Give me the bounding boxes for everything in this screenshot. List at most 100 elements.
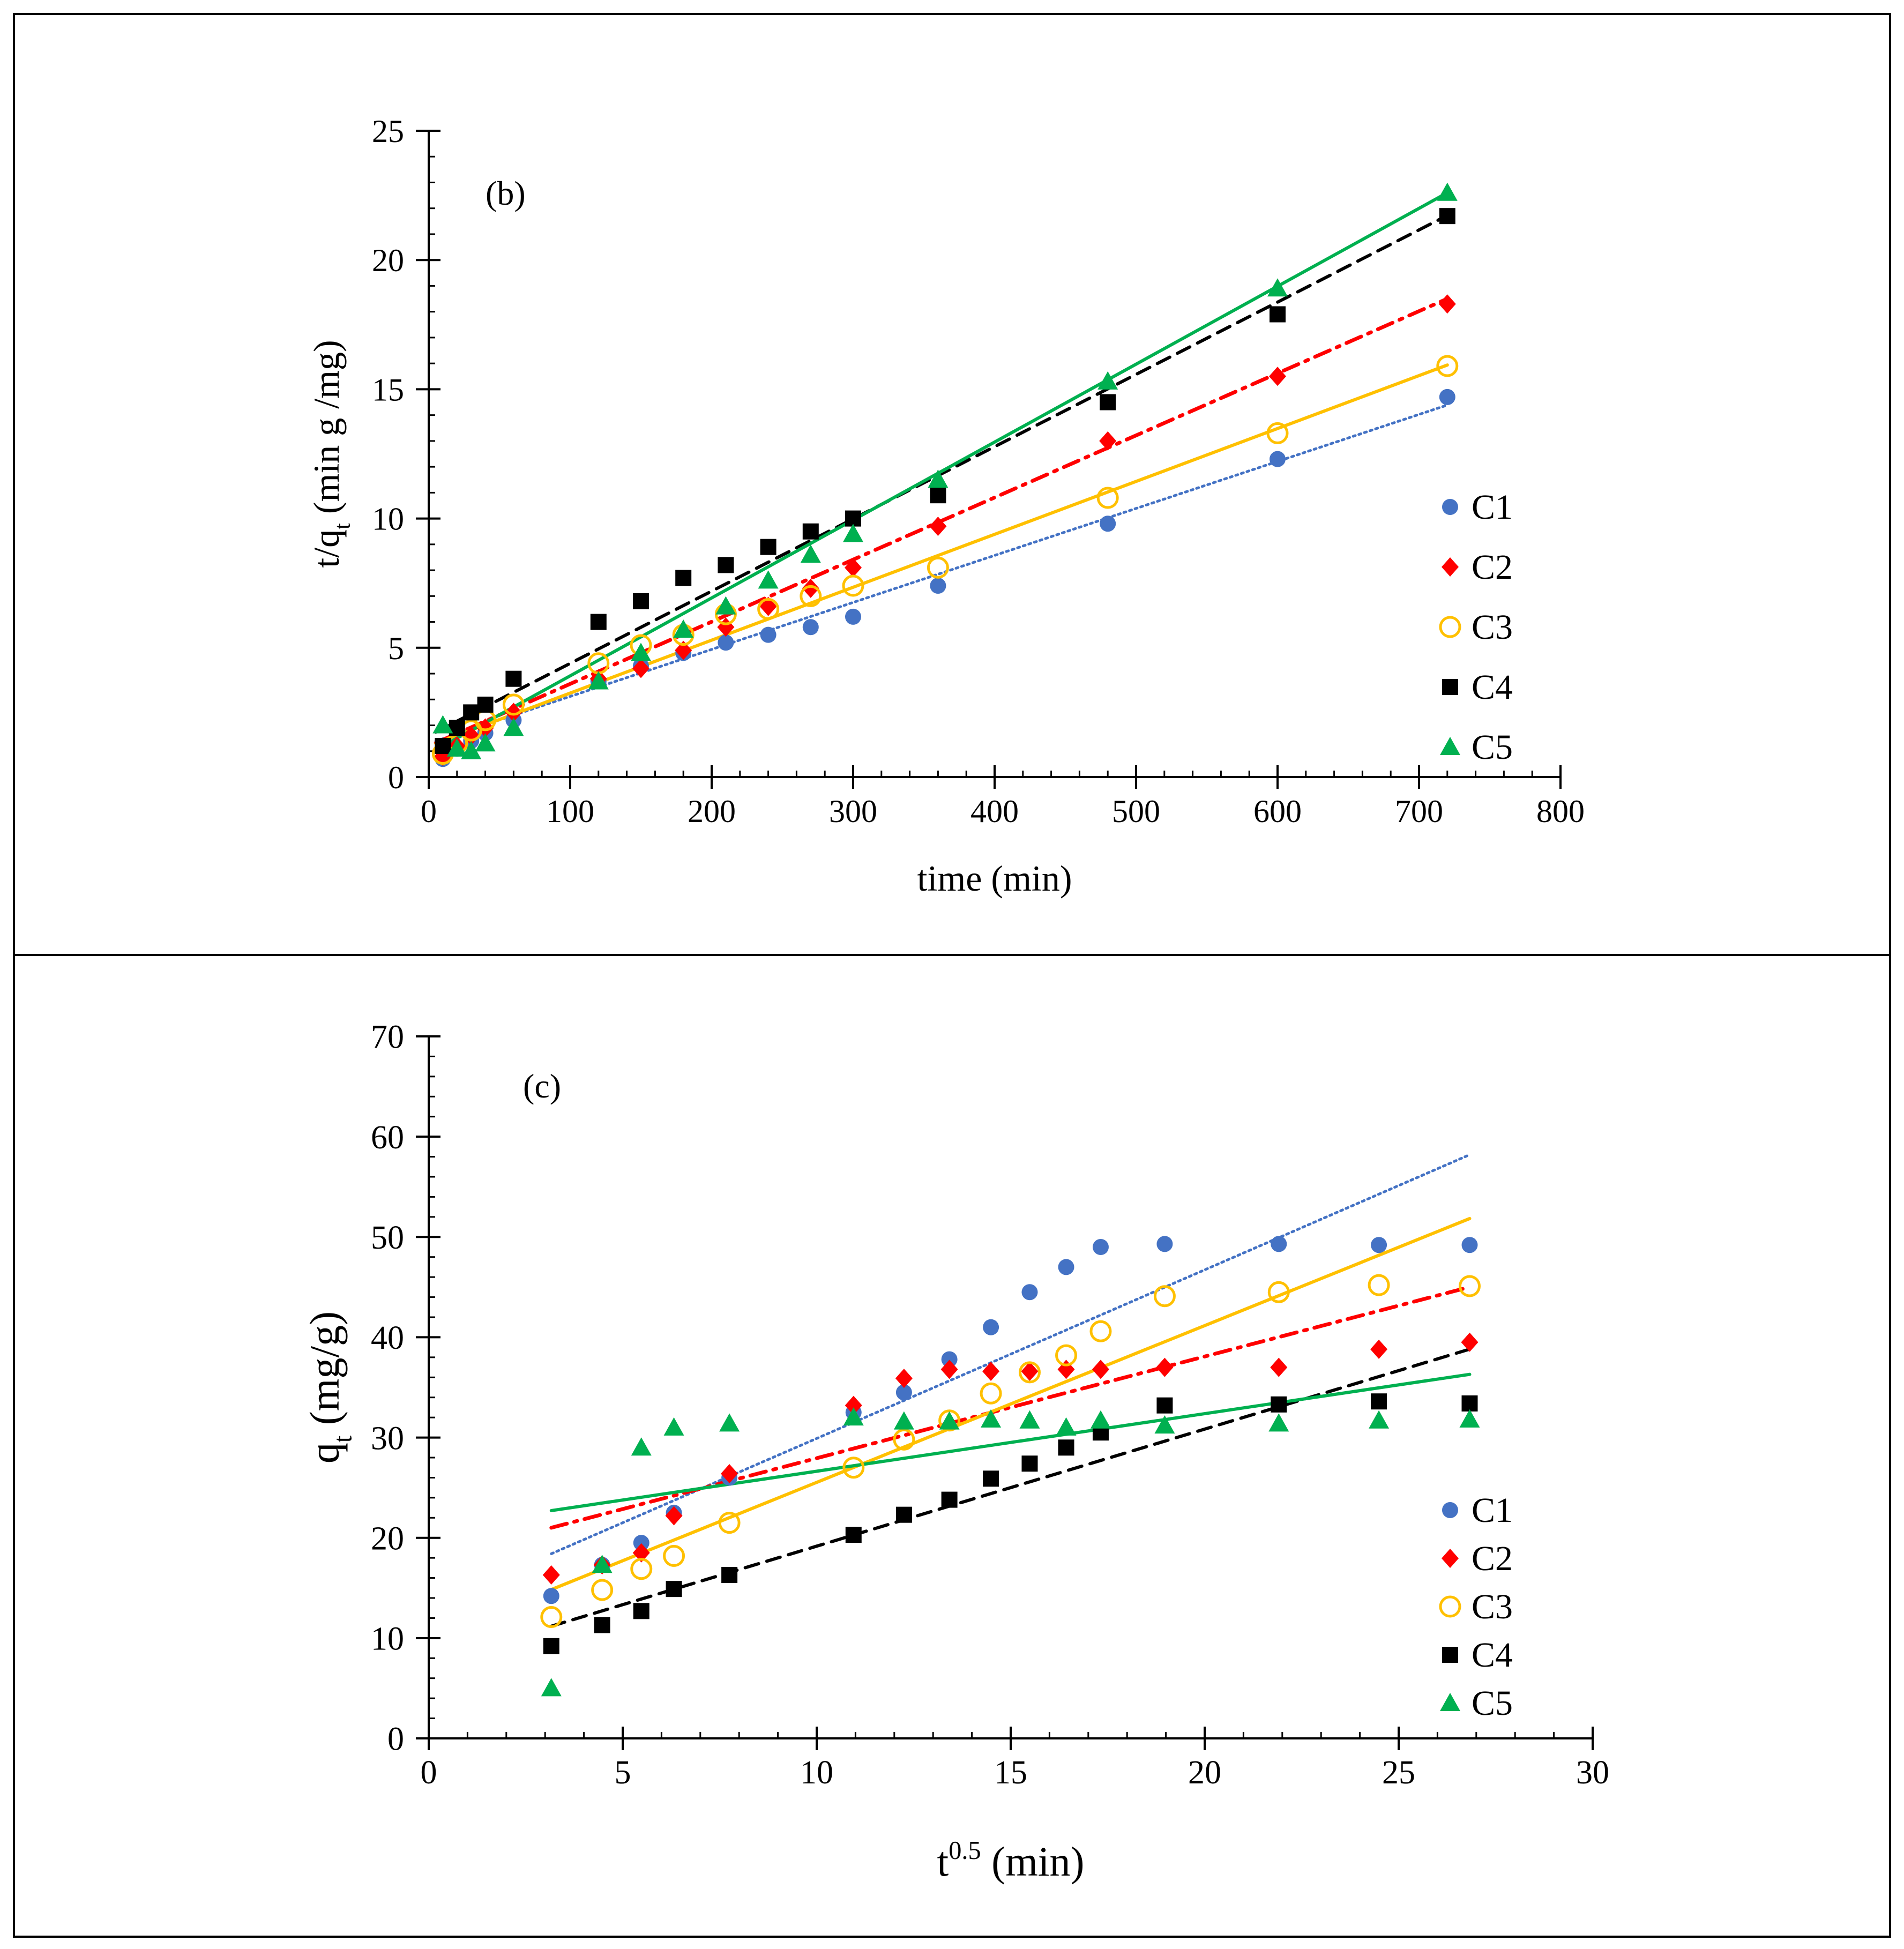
data-point-c2: [1021, 1362, 1039, 1382]
data-point-c3: [893, 1428, 915, 1451]
fit-line-c1: [550, 1153, 1471, 1555]
data-point-c5: [719, 1413, 740, 1432]
data-point-c1: [1439, 389, 1455, 405]
y-axis-label: qt (mg/g): [301, 1311, 357, 1463]
data-point-c2: [1156, 1357, 1174, 1377]
data-point-c2: [1092, 1360, 1109, 1379]
data-point-c5: [1437, 182, 1458, 201]
y-tick-label: 20: [372, 243, 404, 278]
data-point-c2: [1370, 1339, 1388, 1359]
data-point-c5: [800, 544, 821, 563]
legend-marker-c5: [1440, 737, 1460, 755]
legend-label-c1: C1: [1472, 1491, 1513, 1530]
data-point-c3: [842, 574, 864, 597]
legend-marker-c1: [1442, 1502, 1458, 1518]
data-point-c2: [802, 578, 819, 598]
legend-marker-c4: [1442, 1647, 1458, 1663]
data-point-c3: [757, 598, 780, 620]
data-point-c1: [718, 634, 734, 651]
data-point-c5: [631, 1437, 652, 1456]
data-point-c5: [1154, 1415, 1175, 1434]
data-point-c4: [941, 1491, 958, 1508]
data-point-c3: [1096, 487, 1119, 509]
data-point-c1: [845, 608, 861, 625]
data-point-c4: [505, 670, 522, 687]
data-point-c4: [449, 720, 465, 736]
legend-label-c2: C2: [1472, 548, 1513, 587]
data-point-c2: [845, 558, 862, 578]
x-tick-label: 100: [546, 794, 594, 829]
data-point-c4: [675, 570, 692, 586]
data-point-c4: [1058, 1439, 1074, 1456]
data-point-c5: [1019, 1410, 1040, 1429]
data-point-c5: [475, 733, 496, 752]
data-point-c4: [845, 1527, 862, 1543]
y-axis-label-sub: t: [328, 1435, 357, 1443]
x-axis-label-sup: 0.5: [949, 1836, 981, 1865]
y-tick-label: 5: [388, 631, 404, 666]
data-point-c3: [980, 1382, 1002, 1405]
x-axis-label: time (min): [917, 858, 1072, 899]
data-point-c4: [983, 1470, 999, 1487]
data-point-c1: [1461, 1237, 1478, 1253]
data-point-c5: [843, 524, 863, 542]
series-c5: [432, 182, 1458, 759]
legend-marker-c1: [1442, 499, 1458, 515]
fit-line-c3: [434, 363, 1449, 745]
fit-line-c5: [434, 191, 1449, 752]
y-tick-label: 30: [371, 1420, 404, 1457]
data-point-c2: [1269, 367, 1286, 386]
data-point-c1: [1092, 1239, 1109, 1255]
x-tick-label: 200: [688, 794, 736, 829]
series-c5: [541, 1407, 1480, 1697]
fit-line-c4: [549, 1347, 1472, 1628]
y-tick-label: 0: [388, 760, 404, 795]
series-c1: [435, 389, 1455, 767]
data-point-c2: [1270, 1357, 1288, 1377]
data-point-c5: [432, 715, 453, 734]
data-point-c3: [1153, 1285, 1176, 1308]
data-point-c4: [633, 1603, 649, 1619]
y-axis-label: t/qt (min g /mg): [306, 340, 355, 567]
data-point-c4: [477, 696, 494, 713]
x-tick-label: 0: [421, 1754, 437, 1791]
legend-marker-c2: [1442, 1549, 1459, 1568]
data-point-c5: [673, 619, 694, 638]
data-point-c2: [895, 1369, 913, 1388]
data-point-c3: [1089, 1320, 1112, 1342]
data-point-c2: [675, 640, 692, 660]
data-point-c2: [1099, 431, 1117, 451]
y-tick-label: 70: [371, 1019, 404, 1056]
x-tick-label: 700: [1395, 794, 1443, 829]
chart-panel-c: 0 5 10 15 20 25 30 0 10 20 30 40 50 60 70 (c) t0.5 (min)…: [13, 954, 1891, 1938]
fit-line-c2: [549, 1285, 1472, 1530]
data-point-c3: [1436, 355, 1459, 377]
data-point-c3: [1267, 1281, 1290, 1303]
data-point-c3: [663, 1544, 685, 1567]
x-tick-label: 25: [1382, 1754, 1415, 1791]
y-tick-label: 60: [371, 1119, 404, 1156]
y-axis-label-main: t/q: [306, 529, 347, 568]
data-point-c4: [633, 593, 649, 609]
data-point-c3: [938, 1409, 961, 1432]
data-point-c5: [1090, 1410, 1111, 1429]
data-point-c5: [939, 1411, 960, 1430]
fit-line-c1: [434, 404, 1449, 743]
data-point-c5: [503, 718, 524, 736]
data-point-c4: [594, 1617, 610, 1633]
data-point-c3: [800, 585, 822, 607]
data-point-c2: [929, 517, 947, 536]
data-point-c5: [1459, 1409, 1480, 1428]
x-tick-label: 30: [1576, 1754, 1609, 1791]
data-point-c3: [1458, 1275, 1481, 1297]
data-point-c3: [1018, 1361, 1041, 1384]
data-point-c2: [845, 1395, 862, 1415]
y-tick-label: 10: [372, 502, 404, 537]
x-tick-label: 20: [1188, 1754, 1221, 1791]
x-tick-label: 15: [994, 1754, 1027, 1791]
data-point-c5: [1056, 1417, 1077, 1436]
legend-marker-c3: [1439, 1595, 1461, 1618]
data-point-c1: [983, 1319, 999, 1335]
legend-marker-c2: [1442, 557, 1459, 577]
legend-marker-c4: [1442, 679, 1458, 695]
